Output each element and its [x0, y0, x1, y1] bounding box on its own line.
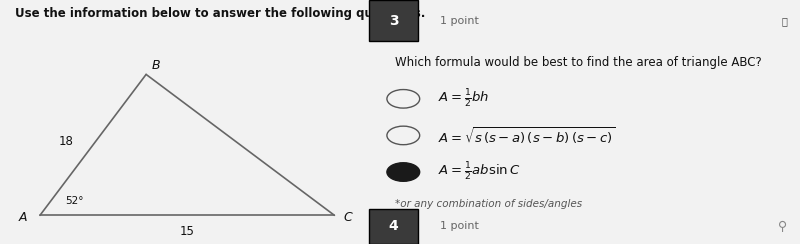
- Text: ⚲: ⚲: [778, 220, 787, 233]
- Text: *or any combination of sides/angles: *or any combination of sides/angles: [394, 199, 582, 209]
- Text: $A = \frac{1}{2}ab\sin C$: $A = \frac{1}{2}ab\sin C$: [438, 161, 520, 183]
- Text: Use the information below to answer the following questions.: Use the information below to answer the …: [14, 7, 425, 20]
- Text: C: C: [344, 211, 353, 224]
- FancyBboxPatch shape: [369, 209, 418, 244]
- Text: B: B: [152, 59, 161, 72]
- Text: 15: 15: [180, 225, 194, 238]
- Text: $A = \sqrt{s\,(s-a)\,(s-b)\,(s-c)}$: $A = \sqrt{s\,(s-a)\,(s-b)\,(s-c)}$: [438, 125, 615, 146]
- Text: Which formula would be best to find the area of triangle ABC?: Which formula would be best to find the …: [394, 56, 762, 69]
- Text: 1 point: 1 point: [440, 221, 479, 231]
- Text: 18: 18: [58, 135, 73, 148]
- Text: 4: 4: [389, 219, 398, 233]
- FancyBboxPatch shape: [369, 0, 418, 41]
- Text: 52°: 52°: [65, 196, 83, 206]
- Text: 3: 3: [389, 14, 398, 28]
- Text: 📌: 📌: [781, 16, 787, 26]
- Text: $A = \frac{1}{2}bh$: $A = \frac{1}{2}bh$: [438, 88, 490, 110]
- Text: A: A: [18, 211, 27, 224]
- Circle shape: [387, 163, 420, 181]
- Text: 1 point: 1 point: [440, 16, 479, 26]
